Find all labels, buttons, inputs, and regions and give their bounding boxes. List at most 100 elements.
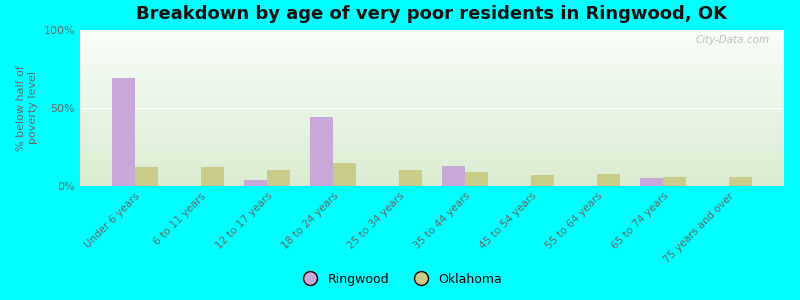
Bar [80, 148, 784, 150]
Bar [80, 160, 784, 161]
Bar [80, 89, 784, 91]
Bar [531, 175, 554, 186]
Bar [80, 164, 784, 166]
Bar [80, 156, 784, 158]
Bar [80, 170, 784, 172]
Y-axis label: % below half of
poverty level: % below half of poverty level [16, 65, 38, 151]
Bar [80, 141, 784, 142]
Bar [80, 78, 784, 80]
Bar [112, 78, 135, 186]
Bar [80, 56, 784, 58]
Bar [80, 139, 784, 141]
Bar [80, 58, 784, 60]
Bar [80, 85, 784, 86]
Bar [80, 166, 784, 167]
Text: City-Data.com: City-Data.com [696, 35, 770, 45]
Bar [80, 91, 784, 92]
Bar [640, 178, 663, 186]
Bar [80, 110, 784, 111]
Bar [80, 172, 784, 173]
Bar [80, 61, 784, 63]
Bar [80, 69, 784, 70]
Bar [80, 94, 784, 95]
Bar [80, 177, 784, 178]
Bar [80, 184, 784, 186]
Bar [80, 173, 784, 175]
Bar [80, 113, 784, 114]
Bar [80, 153, 784, 155]
Bar [80, 144, 784, 146]
Bar [80, 43, 784, 44]
Bar [80, 66, 784, 68]
Bar [201, 167, 224, 186]
Bar [80, 131, 784, 133]
Bar [80, 82, 784, 83]
Bar [80, 97, 784, 99]
Bar [80, 130, 784, 131]
Bar [80, 52, 784, 53]
Bar [465, 172, 488, 186]
Bar [80, 86, 784, 88]
Bar [80, 169, 784, 170]
Bar [80, 127, 784, 128]
Bar [80, 88, 784, 89]
Bar [80, 124, 784, 125]
Bar [80, 77, 784, 78]
Bar [80, 80, 784, 82]
Bar [80, 119, 784, 121]
Bar [80, 114, 784, 116]
Bar [80, 95, 784, 97]
Bar [80, 74, 784, 75]
Bar [80, 44, 784, 46]
Bar [80, 35, 784, 36]
Bar [80, 39, 784, 41]
Bar [80, 155, 784, 156]
Bar [80, 100, 784, 102]
Bar [80, 152, 784, 153]
Bar [80, 49, 784, 50]
Bar [80, 83, 784, 85]
Bar [597, 173, 620, 186]
Bar [80, 136, 784, 138]
Bar [80, 68, 784, 69]
Bar [80, 36, 784, 38]
Bar [80, 32, 784, 33]
Bar [729, 177, 752, 186]
Bar [80, 142, 784, 144]
Bar [135, 167, 158, 186]
Bar [80, 138, 784, 139]
Bar [80, 178, 784, 180]
Bar [80, 121, 784, 122]
Bar [80, 75, 784, 77]
Bar [80, 117, 784, 119]
Bar [80, 180, 784, 181]
Bar [80, 106, 784, 108]
Bar [399, 170, 422, 186]
Bar [80, 33, 784, 35]
Bar [80, 111, 784, 113]
Bar [80, 161, 784, 163]
Bar [80, 53, 784, 55]
Bar [80, 163, 784, 164]
Bar [80, 147, 784, 148]
Legend: Ringwood, Oklahoma: Ringwood, Oklahoma [293, 268, 507, 291]
Bar [80, 64, 784, 66]
Bar [80, 46, 784, 47]
Bar [80, 181, 784, 183]
Bar [80, 55, 784, 56]
Bar [80, 116, 784, 117]
Bar [442, 166, 465, 186]
Bar [80, 41, 784, 43]
Bar [80, 158, 784, 160]
Bar [80, 92, 784, 94]
Bar [267, 170, 290, 186]
Bar [80, 47, 784, 49]
Bar [80, 150, 784, 152]
Title: Breakdown by age of very poor residents in Ringwood, OK: Breakdown by age of very poor residents … [137, 5, 727, 23]
Bar [80, 70, 784, 72]
Bar [80, 72, 784, 74]
Bar [663, 177, 686, 186]
Bar [80, 60, 784, 61]
Bar [80, 108, 784, 110]
Bar [80, 102, 784, 103]
